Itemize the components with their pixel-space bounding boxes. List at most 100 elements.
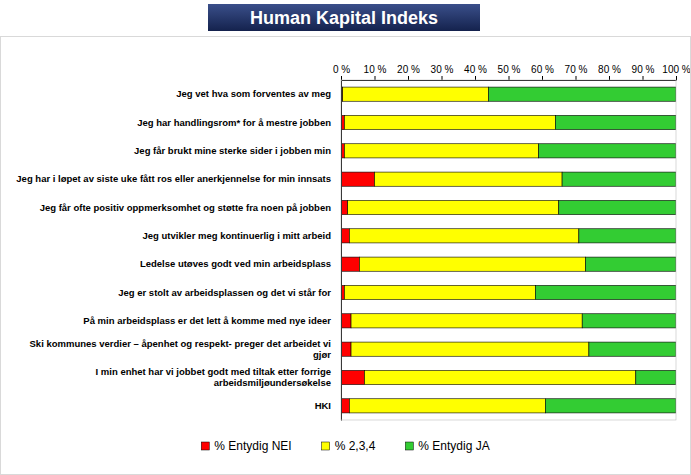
tick: I min enhet har vi jobbet godt med tilta… (96, 366, 341, 388)
series (343, 87, 636, 413)
tick: 0 % (333, 64, 350, 80)
tick: Jeg vet hva som forventes av meg (176, 88, 341, 99)
tick: 40 % (464, 64, 487, 80)
tick: 70 % (565, 64, 588, 80)
title-banner (208, 4, 480, 31)
bar (344, 285, 535, 299)
bar (349, 399, 545, 413)
tick: Jeg er stolt av arbeidsplassen og det vi… (118, 287, 341, 298)
bar (341, 314, 351, 328)
bar (341, 399, 349, 413)
bar (359, 257, 585, 271)
legend-swatch (405, 442, 413, 450)
category-label: I min enhet har vi jobbet godt med tilta… (96, 366, 331, 388)
legend-item: % Entydig NEI (201, 439, 291, 453)
tick: HKI (315, 400, 341, 411)
bar (341, 342, 351, 356)
y-axis: Jeg vet hva som forventes av meg Jeg har … (16, 81, 341, 421)
bar (589, 342, 676, 356)
tick: 20 % (397, 64, 420, 80)
bar (344, 144, 538, 158)
bar (344, 115, 555, 129)
bar (535, 285, 676, 299)
category-label: Ledelse utøves godt ved min arbeidsplass (140, 258, 331, 269)
tick-label: 0 % (333, 64, 350, 75)
tick: 50 % (498, 64, 521, 80)
category-label: Ski kommunes verdier – åpenhet og respek… (30, 338, 332, 360)
tick: 100 % (662, 64, 690, 80)
legend-label: % Entydig NEI (214, 439, 291, 453)
tick: 60 % (531, 64, 554, 80)
tick-mark (375, 76, 376, 80)
legend-item: % 2,3,4 (322, 439, 376, 453)
category-label: Jeg har handlingsrom* for å mestre jobbe… (137, 117, 331, 128)
bar (341, 200, 348, 214)
bar (586, 257, 676, 271)
tick-mark (643, 76, 644, 80)
category-label: Jeg får brukt mine sterke sider i jobben… (134, 145, 331, 156)
bar (348, 200, 559, 214)
tick: 30 % (431, 64, 454, 80)
plot-frame (341, 80, 676, 420)
tick-mark (341, 76, 342, 80)
tick-mark (442, 76, 443, 80)
bar (351, 314, 582, 328)
chart: Human Kapital Indeks 0 % 10 % 20 % 30 % 40 % 5… (0, 0, 691, 475)
legend-label: % 2,3,4 (335, 439, 376, 453)
tick-mark (676, 76, 677, 80)
tick: 80 % (598, 64, 621, 80)
tick: Ledelse utøves godt ved min arbeidsplass (140, 258, 341, 269)
tick: Jeg får ofte positiv oppmerksomhet og st… (40, 202, 341, 213)
bar (582, 314, 676, 328)
series (488, 87, 676, 413)
category-label: Jeg utvikler meg kontinuerlig i mitt arb… (143, 230, 332, 241)
tick-label: 40 % (464, 64, 487, 75)
tick: Jeg har i løpet av siste uke fått ros el… (16, 173, 341, 184)
tick-mark (609, 76, 610, 80)
bar (341, 257, 359, 271)
bar (341, 229, 349, 243)
title: Human Kapital Indeks (250, 8, 438, 28)
tick-mark (408, 76, 409, 80)
tick: 90 % (632, 64, 655, 80)
legend-label: % Entydig JA (418, 439, 489, 453)
x-axis: 0 % 10 % 20 % 30 % 40 % 50 % 60 % 70 % 80 % 90 % 1… (333, 64, 691, 81)
tick: Ski kommunes verdier – åpenhet og respek… (30, 338, 341, 360)
bar (555, 115, 676, 129)
tick-label: 60 % (531, 64, 554, 75)
tick-label: 10 % (364, 64, 387, 75)
title-group: Human Kapital Indeks (208, 4, 480, 31)
tick-label: 70 % (565, 64, 588, 75)
tick-mark (509, 76, 510, 80)
bar (343, 87, 489, 101)
legend: % Entydig NEI % 2,3,4 % Entydig JA (201, 439, 489, 453)
legend-item: % Entydig JA (405, 439, 489, 453)
bar (351, 342, 589, 356)
tick-label: 90 % (632, 64, 655, 75)
tick: Jeg har handlingsrom* for å mestre jobbe… (137, 117, 341, 128)
tick: 10 % (364, 64, 387, 80)
tick-mark (475, 76, 476, 80)
tick-label: 80 % (598, 64, 621, 75)
tick: Jeg utvikler meg kontinuerlig i mitt arb… (143, 230, 341, 241)
bar (539, 144, 676, 158)
series (341, 87, 375, 413)
bar (545, 399, 676, 413)
category-label: Jeg er stolt av arbeidsplassen og det vi… (118, 287, 331, 298)
legend-swatch (322, 442, 330, 450)
bar (349, 229, 578, 243)
tick-label: 50 % (498, 64, 521, 75)
tick-label: 20 % (397, 64, 420, 75)
bar (562, 172, 676, 186)
category-label: Jeg får ofte positiv oppmerksomhet og st… (40, 202, 332, 213)
category-label: HKI (315, 400, 331, 411)
category-label: Jeg har i løpet av siste uke fått ros el… (16, 173, 331, 184)
bar (364, 370, 635, 384)
bars (341, 87, 676, 413)
tick-mark (542, 76, 543, 80)
tick-mark (576, 76, 577, 80)
bar (341, 172, 375, 186)
tick: Jeg får brukt mine sterke sider i jobben… (134, 145, 341, 156)
tick-label: 100 % (662, 64, 690, 75)
bar (488, 87, 676, 101)
